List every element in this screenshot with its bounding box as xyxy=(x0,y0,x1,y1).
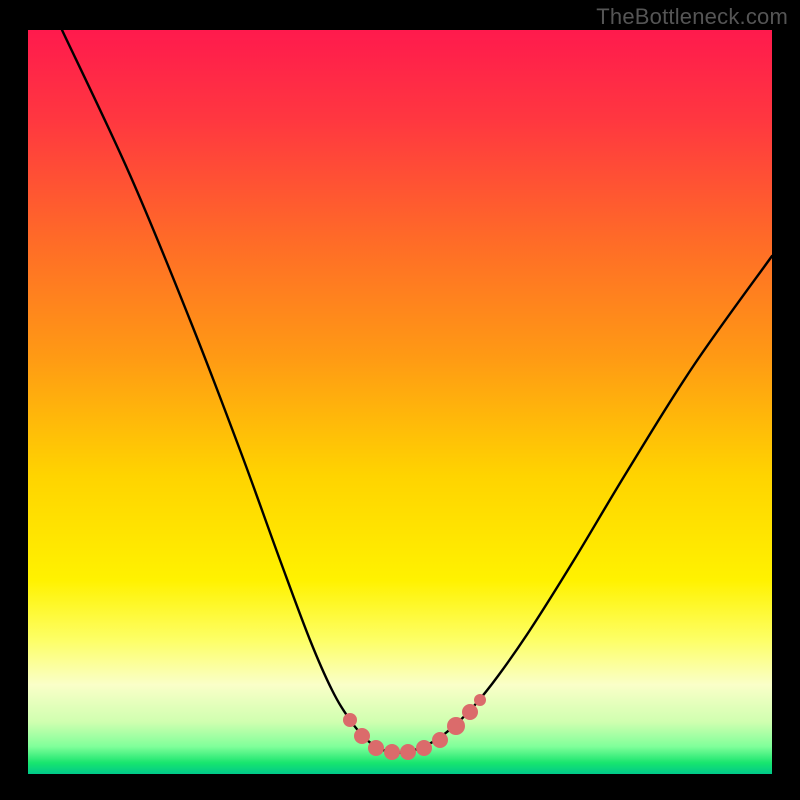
figure-frame: TheBottleneck.com xyxy=(0,0,800,800)
gradient-plot-background xyxy=(28,30,772,774)
curve-marker xyxy=(474,694,486,706)
bottleneck-chart xyxy=(0,0,800,800)
curve-marker xyxy=(368,740,384,756)
curve-marker xyxy=(354,728,370,744)
curve-marker xyxy=(343,713,357,727)
curve-marker xyxy=(384,744,400,760)
curve-marker xyxy=(432,732,448,748)
curve-marker xyxy=(462,704,478,720)
curve-marker xyxy=(416,740,432,756)
curve-marker xyxy=(447,717,465,735)
curve-marker xyxy=(400,744,416,760)
